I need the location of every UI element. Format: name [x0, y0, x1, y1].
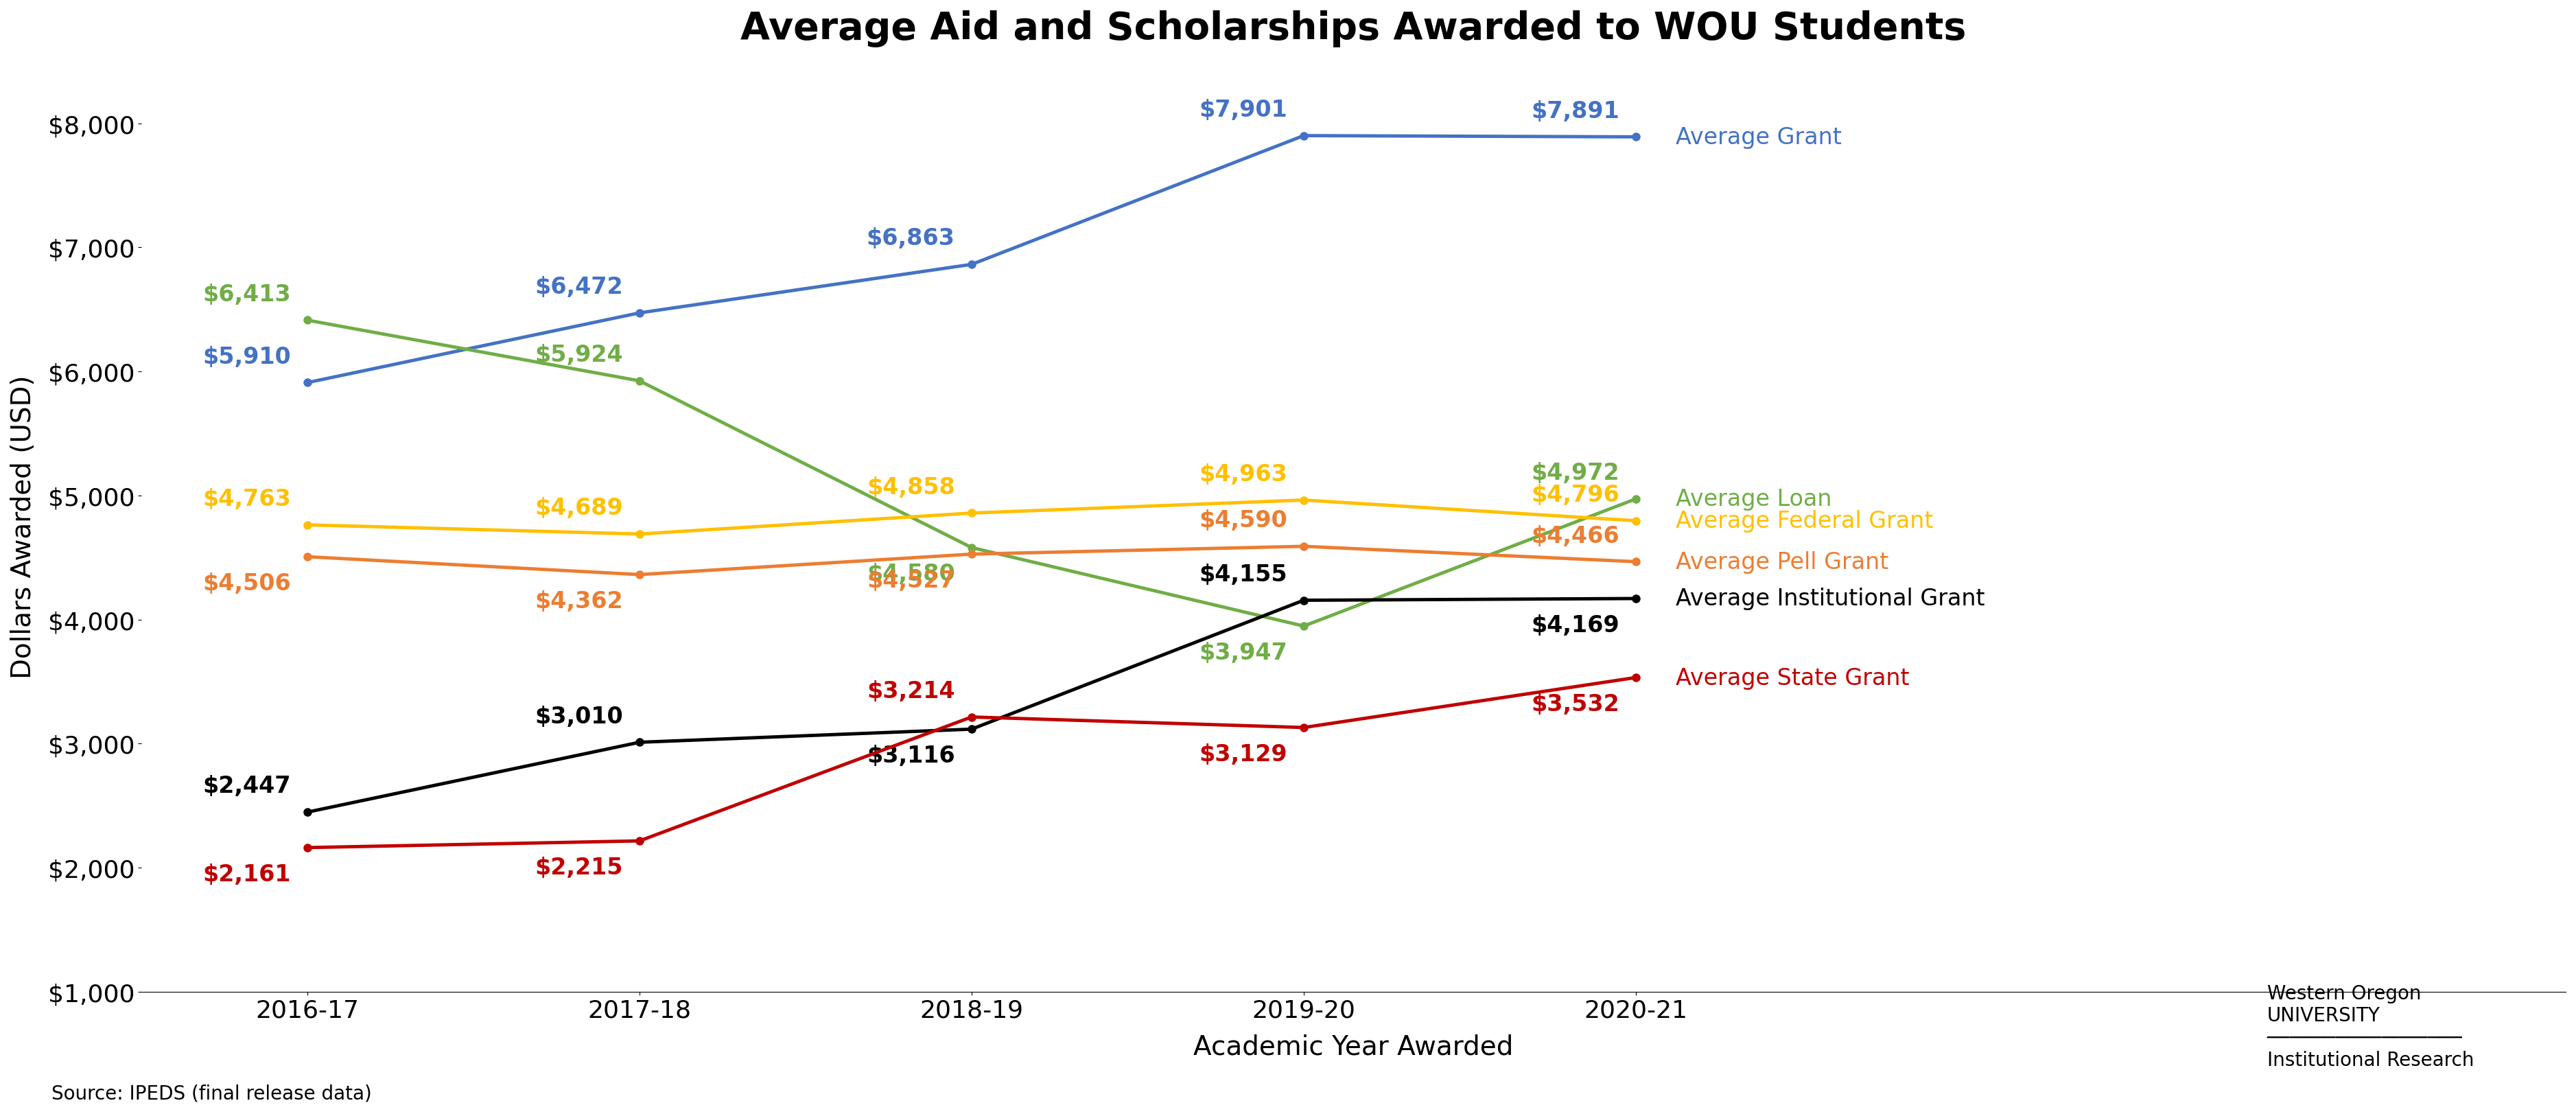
Text: Average Institutional Grant: Average Institutional Grant	[1674, 587, 1986, 610]
Text: $4,506: $4,506	[204, 571, 291, 595]
Text: $7,891: $7,891	[1530, 100, 1620, 123]
Text: $4,963: $4,963	[1198, 463, 1288, 486]
Text: $3,214: $3,214	[868, 680, 956, 702]
Text: $5,910: $5,910	[204, 345, 291, 368]
Text: $4,858: $4,858	[866, 476, 956, 499]
Text: $6,472: $6,472	[536, 276, 623, 299]
Title: Average Aid and Scholarships Awarded to WOU Students: Average Aid and Scholarships Awarded to …	[742, 10, 1965, 47]
Text: $2,447: $2,447	[204, 774, 291, 798]
X-axis label: Academic Year Awarded: Academic Year Awarded	[1193, 1033, 1515, 1059]
Text: $4,362: $4,362	[536, 589, 623, 613]
Text: Average Federal Grant: Average Federal Grant	[1674, 510, 1932, 532]
Text: $4,527: $4,527	[866, 569, 956, 592]
Text: $7,901: $7,901	[1198, 99, 1288, 121]
Text: Source: IPEDS (final release data): Source: IPEDS (final release data)	[52, 1084, 371, 1103]
Text: $3,116: $3,116	[866, 744, 956, 766]
Text: $2,215: $2,215	[536, 856, 623, 879]
Text: Average Pell Grant: Average Pell Grant	[1674, 550, 1888, 574]
Text: $6,863: $6,863	[866, 227, 956, 250]
Text: $3,129: $3,129	[1198, 743, 1288, 765]
Text: $3,947: $3,947	[1198, 642, 1288, 664]
Text: Average Loan: Average Loan	[1674, 488, 1832, 510]
Text: $5,924: $5,924	[536, 344, 623, 367]
Text: $4,796: $4,796	[1530, 483, 1620, 506]
Text: $4,580: $4,580	[866, 563, 956, 585]
Text: $4,689: $4,689	[536, 497, 623, 519]
Text: $4,763: $4,763	[204, 488, 291, 510]
Text: $4,972: $4,972	[1530, 462, 1620, 485]
Text: $4,590: $4,590	[1198, 509, 1288, 531]
Text: $2,161: $2,161	[204, 862, 291, 886]
Y-axis label: Dollars Awarded (USD): Dollars Awarded (USD)	[10, 375, 36, 678]
Text: Average Grant: Average Grant	[1674, 126, 1842, 149]
Text: $4,169: $4,169	[1530, 614, 1620, 636]
Text: Western Oregon
UNIVERSITY
─────────────────
Institutional Research: Western Oregon UNIVERSITY ──────────────…	[2267, 984, 2473, 1069]
Text: Average State Grant: Average State Grant	[1674, 666, 1909, 690]
Text: $4,155: $4,155	[1198, 563, 1288, 586]
Text: $3,010: $3,010	[536, 705, 623, 727]
Text: $3,532: $3,532	[1530, 693, 1620, 715]
Text: $6,413: $6,413	[204, 283, 291, 306]
Text: $4,466: $4,466	[1530, 525, 1620, 547]
